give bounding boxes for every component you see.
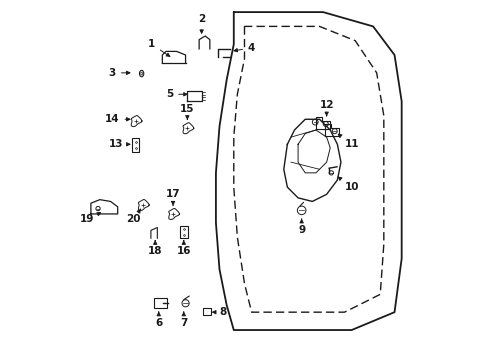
- Text: 8: 8: [212, 307, 226, 317]
- Bar: [203, 308, 210, 315]
- Bar: [153, 298, 167, 308]
- Bar: [131, 138, 139, 152]
- Text: 6: 6: [155, 312, 162, 328]
- Text: 11: 11: [338, 134, 358, 149]
- Text: 14: 14: [105, 114, 130, 124]
- Text: 12: 12: [319, 100, 333, 116]
- Text: 4: 4: [234, 43, 255, 53]
- Bar: [180, 226, 187, 238]
- Text: 2: 2: [198, 14, 205, 33]
- Text: 7: 7: [180, 312, 187, 328]
- Text: 5: 5: [165, 89, 187, 99]
- Text: 18: 18: [148, 241, 162, 256]
- Text: 1: 1: [148, 39, 169, 57]
- Text: 16: 16: [176, 241, 191, 256]
- Text: 15: 15: [180, 104, 194, 119]
- Text: 10: 10: [338, 177, 358, 192]
- Text: 17: 17: [165, 189, 180, 205]
- Text: 3: 3: [108, 68, 130, 78]
- Text: 9: 9: [298, 219, 305, 235]
- Text: 19: 19: [80, 213, 101, 224]
- Text: 20: 20: [126, 209, 141, 224]
- Text: 13: 13: [108, 139, 130, 149]
